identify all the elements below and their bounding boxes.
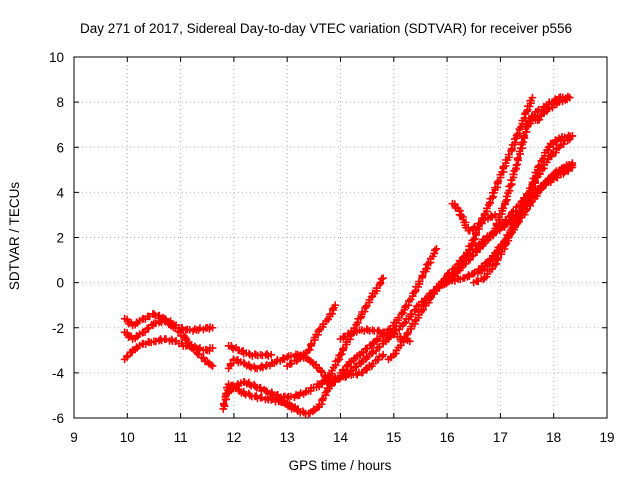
series-trace	[286, 303, 338, 368]
series-arc-09	[283, 301, 339, 370]
series-arc-01	[120, 310, 217, 335]
series-trace	[525, 94, 571, 126]
x-tick-label: 12	[226, 430, 241, 445]
y-tick-label: -6	[52, 411, 64, 426]
grid	[74, 57, 607, 418]
series-trace	[450, 200, 497, 235]
series-arc-20	[448, 199, 499, 235]
series-arc-19	[475, 159, 577, 273]
x-tick-label: 9	[70, 430, 78, 445]
series-trace	[123, 317, 215, 369]
series-arc-04	[224, 342, 276, 360]
x-tick-label: 10	[120, 430, 135, 445]
series-trace	[386, 162, 575, 362]
y-tick-label: 8	[56, 95, 64, 110]
series-arc-03	[120, 317, 217, 370]
x-tick-label: 16	[440, 430, 455, 445]
x-axis-label: GPS time / hours	[289, 458, 392, 473]
series-trace	[477, 161, 576, 271]
x-tick-label: 14	[333, 430, 349, 445]
y-tick-label: 2	[56, 231, 64, 246]
data-series	[120, 92, 577, 418]
y-tick-label: 4	[56, 185, 64, 200]
series-arc-08	[272, 373, 339, 418]
series-trace	[275, 375, 339, 418]
series-trace	[338, 246, 439, 375]
x-tick-label: 19	[599, 430, 614, 445]
axis-ticks: 9 10 11 12 13 14 15 16 17 18 19 -6 -4 -2 0 2 4 6 8 10	[49, 50, 615, 445]
series-arc-02	[120, 335, 217, 364]
x-tick-label: 13	[280, 430, 295, 445]
y-axis-label: SDTVAR / TECUs	[7, 182, 22, 291]
x-tick-label: 15	[386, 430, 401, 445]
series-trace	[123, 335, 214, 361]
series-arc-22	[523, 93, 574, 129]
y-tick-label: -4	[52, 366, 64, 381]
chart-title: Day 271 of 2017, Sidereal Day-to-day VTE…	[80, 21, 572, 36]
series-trace	[227, 342, 272, 360]
series-trace	[450, 96, 535, 280]
y-tick-label: -2	[52, 321, 64, 336]
series-arc-13	[336, 244, 441, 377]
y-tick-label: 6	[56, 140, 64, 155]
x-tick-label: 11	[174, 430, 188, 445]
y-tick-label: 0	[56, 276, 64, 291]
y-tick-label: 10	[49, 50, 64, 65]
series-trace	[317, 275, 386, 389]
x-tick-label: 18	[546, 430, 561, 445]
x-tick-label: 17	[493, 430, 508, 445]
